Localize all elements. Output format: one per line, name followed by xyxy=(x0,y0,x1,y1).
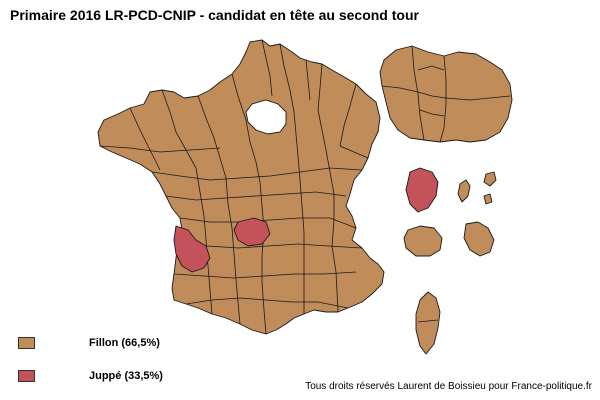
overseas-islet-b xyxy=(483,193,493,205)
overseas-martinique xyxy=(457,179,471,203)
overseas-reunion xyxy=(403,225,443,257)
corsica-border xyxy=(417,319,439,323)
paris-area xyxy=(245,99,287,135)
department-gironde xyxy=(173,225,211,273)
department-borders xyxy=(99,39,369,335)
overseas-islet-a xyxy=(483,171,497,187)
department-correze xyxy=(233,217,271,247)
legend-swatch-fillon xyxy=(18,337,35,349)
legend-item-fillon: Fillon (66,5%) xyxy=(18,336,160,350)
overseas-guadeloupe xyxy=(405,167,439,213)
credit-text: Tous droits réservés Laurent de Boissieu… xyxy=(305,381,592,392)
legend-item-juppe: Juppé (33,5%) xyxy=(18,369,163,383)
legend-label-juppe: Juppé (33,5%) xyxy=(89,370,163,382)
legend-swatch-juppe xyxy=(18,370,35,382)
metropolitan-france xyxy=(97,39,385,335)
map-title: Primaire 2016 LR-PCD-CNIP - candidat en … xyxy=(10,7,419,23)
ile-de-france-borders xyxy=(381,45,511,143)
corsica xyxy=(415,291,441,355)
legend-label-fillon: Fillon (66,5%) xyxy=(89,337,160,349)
overseas-mayotte xyxy=(463,221,495,257)
